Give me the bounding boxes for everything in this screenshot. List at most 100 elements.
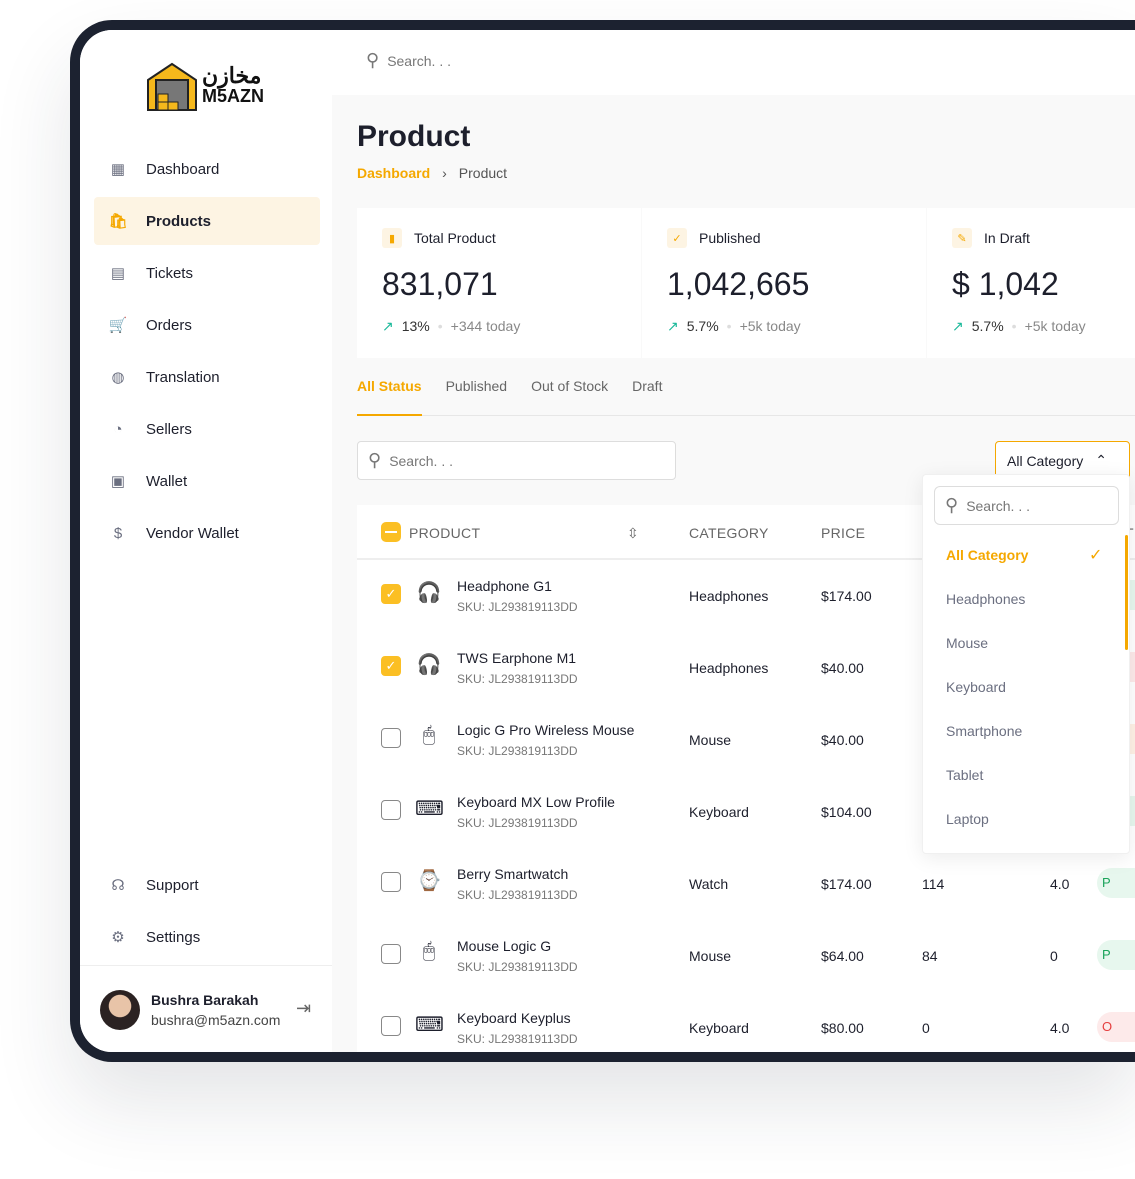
option-label: All Category [946, 547, 1029, 563]
product-name[interactable]: Headphone G1 [457, 578, 552, 594]
product-name[interactable]: Keyboard Keyplus [457, 1010, 571, 1026]
table-row[interactable]: ⌨ Keyboard Keyplus SKU: JL293819113DD Keybo… [357, 992, 1135, 1064]
sort-icon[interactable]: ⇳ [627, 525, 640, 541]
tab-out-of-stock[interactable]: Out of Stock [531, 378, 609, 394]
arrow-up-right-icon: ↗ [952, 318, 964, 334]
sidebar-item-vendor-wallet[interactable]: $ Vendor Wallet [94, 509, 320, 557]
sidebar-item-orders[interactable]: 🛒 Orders [94, 301, 320, 349]
sidebar-item-sellers[interactable]: ◔ Sellers [94, 405, 320, 453]
sidebar-item-label: Orders [146, 316, 192, 334]
sidebar-item-label: Sellers [146, 420, 192, 438]
sidebar: مخازن M5AZN ▦ Dashboard 🛍 Products ▤ Tickets 🛒 O… [80, 30, 332, 1052]
product-price: $174.00 [821, 876, 872, 892]
product-name[interactable]: Mouse Logic G [457, 938, 552, 954]
product-sku: SKU: JL293819113DD [457, 600, 578, 614]
product-name[interactable]: Berry Smartwatch [457, 866, 569, 882]
breadcrumb: Dashboard › Product [357, 165, 507, 181]
category-option[interactable]: Smartphone [946, 723, 1022, 739]
product-name[interactable]: TWS Earphone M1 [457, 650, 577, 666]
chevron-right-icon: › [442, 165, 447, 181]
search-placeholder: Search. . . [389, 452, 453, 469]
product-thumbnail: 🎧 [416, 582, 442, 604]
ticket-icon: ▤ [110, 265, 126, 282]
product-price: $80.00 [821, 1020, 864, 1036]
sidebar-item-support[interactable]: ☊ Support [94, 861, 320, 909]
row-checkbox[interactable] [381, 872, 401, 892]
row-checkbox[interactable] [381, 1016, 401, 1036]
sidebar-item-label: Tickets [146, 264, 193, 282]
stat-label: Published [699, 230, 761, 246]
product-stock: 114 [922, 876, 945, 892]
product-thumbnail: 🖱 [423, 940, 435, 962]
product-search-input[interactable]: ⚲ Search. . . [357, 441, 676, 480]
product-sku: SKU: JL293819113DD [457, 744, 578, 758]
sidebar-item-products[interactable]: 🛍 Products [94, 197, 320, 245]
logo-arabic: مخازن [202, 63, 262, 88]
sidebar-item-label: Products [146, 212, 212, 230]
breadcrumb-dashboard[interactable]: Dashboard [357, 165, 431, 181]
option-label: Keyboard [946, 679, 1006, 695]
product-category: Mouse [689, 948, 732, 964]
user-profile[interactable]: Bushra Barakah bushra@m5azn.com ⇥ [80, 965, 332, 1052]
row-checkbox[interactable]: ✓ [381, 584, 401, 604]
page-title: Product [357, 120, 471, 153]
table-row[interactable]: ⌚ Berry Smartwatch SKU: JL293819113DD Watch… [357, 848, 1135, 920]
table-header: PRODUCT ⇳ CATEGORY PRICE T [357, 505, 1135, 560]
select-all-checkbox[interactable] [381, 522, 401, 542]
product-price: $104.00 [821, 804, 872, 820]
category-option[interactable]: Tablet [946, 767, 983, 783]
sidebar-item-translation[interactable]: ◍ Translation [94, 353, 320, 401]
product-category: Headphones [689, 660, 769, 676]
pencil-icon: ✎ [952, 228, 972, 248]
search-icon: ⚲ [945, 495, 959, 515]
status-tabs: All Status Published Out of Stock Draft [357, 378, 1135, 416]
avatar [100, 990, 140, 1030]
header-category: CATEGORY [689, 525, 769, 541]
table-row[interactable]: 🖱 Mouse Logic G SKU: JL293819113DD Mouse $64… [357, 920, 1135, 992]
search-placeholder: Search. . . [966, 497, 1030, 514]
product-name[interactable]: Logic G Pro Wireless Mouse [457, 722, 635, 738]
tab-published[interactable]: Published [445, 378, 508, 394]
search-placeholder: Search. . . [387, 52, 451, 69]
row-checkbox[interactable]: ✓ [381, 656, 401, 676]
search-icon: ⚲ [368, 450, 382, 470]
sidebar-item-settings[interactable]: ⚙ Settings [94, 913, 320, 961]
header-price: PRICE [821, 525, 866, 541]
product-rating: 4.0 [1050, 876, 1070, 892]
chevron-up-icon: ⌃ [1095, 452, 1107, 468]
row-checkbox[interactable] [381, 944, 401, 964]
status-badge: O [1097, 1012, 1135, 1042]
dropdown-scrollbar[interactable] [1125, 535, 1128, 650]
category-option[interactable]: Keyboard [946, 679, 1006, 695]
stat-today: +344 today [450, 318, 521, 334]
category-option[interactable]: Mouse [946, 635, 988, 651]
category-option[interactable]: Laptop [946, 811, 989, 827]
check-icon: ✓ [1089, 547, 1103, 564]
tab-draft[interactable]: Draft [632, 378, 663, 394]
row-checkbox[interactable] [381, 800, 401, 820]
product-price: $64.00 [821, 948, 864, 964]
stat-delta: 5.7% [971, 318, 1004, 334]
wallet-icon: ▣ [110, 473, 126, 490]
category-label: All Category [1007, 452, 1084, 469]
bag-icon: 🛍 [108, 213, 128, 230]
stat-card: ✓ Published 1,042,665 ↗ 5.7% • +5k today [642, 208, 926, 358]
global-search[interactable]: ⚲ Search. . . [366, 50, 451, 71]
category-option[interactable]: Headphones [946, 591, 1025, 607]
row-checkbox[interactable] [381, 728, 401, 748]
category-search-input[interactable]: ⚲ Search. . . [934, 486, 1119, 525]
category-option[interactable]: All Category [946, 547, 1028, 563]
globe-icon: ◍ [111, 369, 125, 386]
product-price: $174.00 [821, 588, 872, 604]
sidebar-item-tickets[interactable]: ▤ Tickets [94, 249, 320, 297]
product-name[interactable]: Keyboard MX Low Profile [457, 794, 615, 810]
logo: مخازن M5AZN [146, 60, 264, 112]
user-email: bushra@m5azn.com [151, 1012, 281, 1028]
product-category: Keyboard [689, 1020, 749, 1036]
product-sku: SKU: JL293819113DD [457, 672, 578, 686]
tab-all-status[interactable]: All Status [357, 378, 422, 416]
sidebar-item-dashboard[interactable]: ▦ Dashboard [94, 145, 320, 193]
sidebar-item-wallet[interactable]: ▣ Wallet [94, 457, 320, 505]
product-price: $40.00 [821, 660, 864, 676]
logout-icon[interactable]: ⇥ [296, 998, 312, 1018]
